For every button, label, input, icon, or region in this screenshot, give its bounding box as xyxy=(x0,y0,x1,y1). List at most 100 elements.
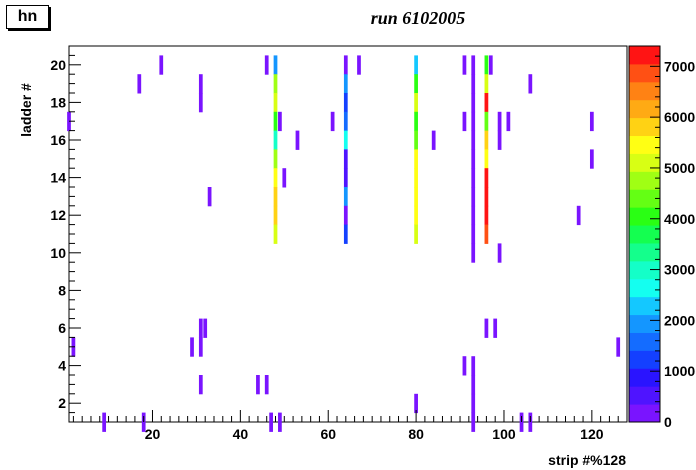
heatmap-cell xyxy=(471,130,476,150)
heatmap-cell xyxy=(431,130,436,150)
heatmap-cell xyxy=(273,149,278,169)
heatmap-cell xyxy=(589,111,594,132)
heatmap-cell xyxy=(278,111,282,132)
palette-swatch xyxy=(629,314,660,333)
palette-tick-label: 4000 xyxy=(664,211,695,227)
palette-swatch xyxy=(629,260,660,280)
y-tick-label: 12 xyxy=(50,207,66,223)
heatmap-cell xyxy=(414,130,418,150)
palette-tick-label: 7000 xyxy=(664,58,695,74)
palette-swatch xyxy=(629,278,660,298)
y-tick-label: 4 xyxy=(58,358,66,374)
heatmap-cell xyxy=(198,74,203,94)
heatmap-cell xyxy=(273,205,278,226)
palette-tick-label: 0 xyxy=(664,414,672,430)
heatmap-cell xyxy=(471,168,476,188)
palette-tick-label: 6000 xyxy=(664,109,695,125)
heatmap-cell xyxy=(414,168,418,188)
x-tick-label: 60 xyxy=(320,426,336,442)
histogram-name-box: hn xyxy=(6,5,49,29)
heatmap-cell xyxy=(343,149,348,169)
x-tick-label: 120 xyxy=(580,426,604,442)
heatmap-cell xyxy=(616,337,621,357)
heatmap-cell xyxy=(471,205,476,226)
heatmap-cell xyxy=(484,93,489,113)
palette-swatch xyxy=(629,81,660,101)
x-tick-label: 80 xyxy=(408,426,424,442)
heatmap-cell xyxy=(471,187,476,207)
heatmap-cell xyxy=(273,111,278,132)
heatmap-cell xyxy=(273,93,278,113)
heatmap-cell xyxy=(273,74,278,94)
x-tick-label: 100 xyxy=(492,426,516,442)
heatmap-cell xyxy=(343,74,348,94)
heatmap-cell xyxy=(198,93,203,113)
palette-swatch xyxy=(629,350,660,369)
heatmap-cell xyxy=(471,375,476,395)
x-tick-label: 20 xyxy=(145,426,161,442)
palette-swatch xyxy=(629,242,660,262)
palette-swatch xyxy=(629,404,660,423)
heatmap-cell xyxy=(414,111,418,132)
heatmap-cell xyxy=(462,111,467,132)
y-tick-label: 20 xyxy=(50,57,66,73)
palette-swatch xyxy=(629,135,660,154)
heatmap-cell xyxy=(414,74,418,94)
heatmap-cell xyxy=(414,149,418,169)
heatmap-cell xyxy=(264,375,269,395)
heatmap-cell xyxy=(414,55,418,75)
heatmap-cell xyxy=(497,111,502,132)
heatmap-cell xyxy=(414,205,418,226)
heatmap-cell xyxy=(484,74,489,94)
heatmap-cell xyxy=(273,168,278,188)
heatmap-cell xyxy=(484,55,489,75)
palette-swatch xyxy=(629,153,660,172)
palette-swatch xyxy=(629,368,660,387)
heatmap-cell xyxy=(273,130,278,150)
heatmap-cell xyxy=(343,224,348,244)
heatmap-cell xyxy=(471,243,476,263)
heatmap-cell xyxy=(471,412,476,432)
chart-title: run 6102005 xyxy=(370,8,466,28)
palette-swatch xyxy=(629,332,660,351)
heatmap-cell xyxy=(330,111,335,132)
y-tick-label: 18 xyxy=(50,94,66,110)
heatmap-cell xyxy=(471,93,476,113)
heatmap-cell xyxy=(519,412,524,432)
heatmap-cell xyxy=(471,356,476,376)
heatmap-cell xyxy=(493,318,498,338)
heatmap-cell xyxy=(159,55,164,75)
heatmap-cell xyxy=(484,318,489,338)
y-tick-label: 2 xyxy=(58,395,66,411)
heatmap-cell xyxy=(414,393,418,414)
heatmap-cell xyxy=(264,55,269,75)
heatmap-cell xyxy=(102,412,107,432)
heatmap-cell xyxy=(471,111,476,132)
heatmap-cell xyxy=(462,55,467,75)
x-tick-label: 40 xyxy=(233,426,249,442)
palette-swatch xyxy=(629,207,660,226)
heatmap-cell xyxy=(528,74,533,94)
heatmap-cell xyxy=(576,205,581,226)
heatmap-cell xyxy=(462,356,467,376)
heatmap-cell xyxy=(484,111,489,132)
heatmap-cell xyxy=(471,149,476,169)
palette-swatch xyxy=(629,225,660,244)
heatmap-cell xyxy=(343,93,348,113)
palette-swatch xyxy=(629,117,660,137)
heatmap-cell xyxy=(471,74,476,94)
heatmap-cell xyxy=(190,337,194,357)
palette-tick-label: 1000 xyxy=(664,363,695,379)
x-axis-title: strip #%128 xyxy=(548,452,626,468)
heatmap-cell xyxy=(137,74,142,94)
heatmap-cell xyxy=(282,168,287,188)
y-tick-label: 10 xyxy=(50,245,66,261)
heatmap-cell xyxy=(471,393,476,414)
y-tick-label: 16 xyxy=(50,132,66,148)
heatmap-cell xyxy=(414,187,418,207)
heatmap-cell xyxy=(198,375,203,395)
heatmap-cell xyxy=(343,187,348,207)
heatmap-cell xyxy=(414,93,418,113)
palette-swatch xyxy=(629,63,660,83)
